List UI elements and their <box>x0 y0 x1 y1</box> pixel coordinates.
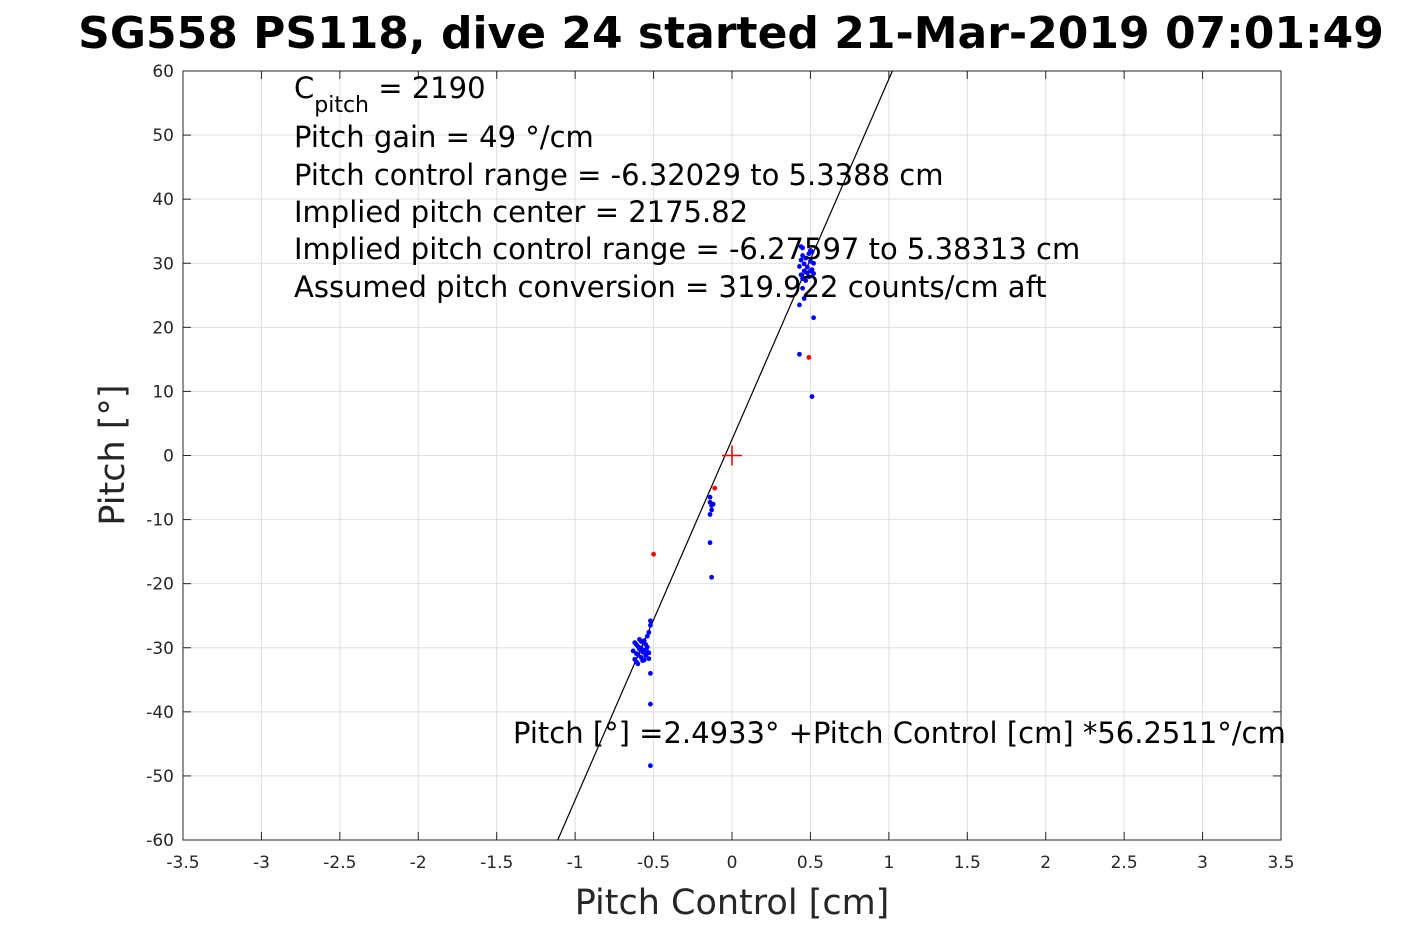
x-tick-label: -2.5 <box>323 853 356 873</box>
y-axis-label: Pitch [°] <box>93 384 133 525</box>
y-tick-labels: 60 50 40 30 20 10 0 -10 -20 -30 -40 -50 -60 <box>146 62 174 851</box>
data-point <box>811 315 816 321</box>
x-tick-label: 2 <box>1040 853 1051 873</box>
data-point <box>651 551 656 557</box>
x-tick-label: -0.5 <box>637 853 670 873</box>
x-tick-label: 1 <box>883 853 894 873</box>
grid-lines <box>182 70 1282 841</box>
annotation-conversion: Assumed pitch conversion = 319.922 count… <box>294 270 1047 304</box>
y-tick-label: 40 <box>152 190 174 210</box>
y-tick-label: -50 <box>146 767 174 787</box>
data-point <box>646 650 652 656</box>
data-point <box>809 267 815 273</box>
center-marker-group <box>722 445 742 466</box>
data-point <box>709 574 715 580</box>
data-point <box>638 638 644 644</box>
x-tick-label: 2.5 <box>1111 853 1138 873</box>
data-point <box>806 274 812 280</box>
data-point <box>798 257 804 263</box>
data-point <box>809 394 815 399</box>
x-tick-label: 3 <box>1197 853 1208 873</box>
data-point <box>800 245 805 251</box>
data-point <box>806 355 812 360</box>
annotation-implied-center: Implied pitch center = 2175.82 <box>294 195 748 229</box>
data-point <box>648 618 653 624</box>
x-tick-label: -3.5 <box>166 853 199 873</box>
c-pitch-subscript: pitch <box>314 93 369 118</box>
x-tick-label: 1.5 <box>954 853 981 873</box>
data-point <box>644 644 650 650</box>
y-tick-label: 0 <box>163 447 174 467</box>
data-point <box>801 296 807 301</box>
chart-title: SG558 PS118, dive 24 started 21-Mar-2019… <box>78 8 1384 59</box>
annotation-c-pitch: Cpitch = 2190 <box>294 71 486 118</box>
annotation-fit-equation: Pitch [°] =2.4933° +Pitch Control [cm] *… <box>513 716 1286 750</box>
data-point <box>803 255 809 261</box>
data-point <box>648 763 653 769</box>
data-point <box>648 701 653 707</box>
x-tick-label: -3 <box>253 853 270 873</box>
y-tick-label: -30 <box>146 639 174 659</box>
data-point <box>646 629 652 635</box>
data-point <box>707 540 713 546</box>
y-tick-label: 30 <box>152 254 174 274</box>
x-tick-label: 0.5 <box>797 853 824 873</box>
data-point <box>633 642 639 647</box>
data-point <box>800 285 805 291</box>
data-point <box>646 656 652 662</box>
data-point <box>811 260 816 266</box>
y-tick-label: 10 <box>152 382 174 402</box>
y-tick-label: 50 <box>152 126 174 146</box>
data-point <box>641 657 647 663</box>
data-point <box>803 278 809 283</box>
c-pitch-symbol: C <box>294 71 314 105</box>
c-pitch-value: = 2190 <box>369 71 486 105</box>
x-tick-label: 0 <box>727 853 738 873</box>
y-tick-label: -10 <box>146 511 174 531</box>
y-tick-label: -20 <box>146 575 174 595</box>
data-point <box>797 351 802 357</box>
annotation-implied-range: Implied pitch control range = -6.27597 t… <box>294 232 1080 266</box>
data-point <box>644 633 650 639</box>
data-point <box>648 670 653 676</box>
data-point <box>797 302 802 308</box>
data-point <box>801 261 807 267</box>
annotation-pitch-control-range: Pitch control range = -6.32029 to 5.3388… <box>294 158 943 192</box>
y-tick-label: 60 <box>152 62 174 82</box>
data-point <box>808 248 813 253</box>
data-point <box>640 649 645 655</box>
data-point <box>811 271 816 276</box>
data-point <box>707 512 713 517</box>
data-point <box>712 485 718 491</box>
data-point <box>710 501 716 507</box>
y-tick-label: 20 <box>152 318 174 338</box>
data-point <box>707 494 713 500</box>
data-point <box>648 622 653 628</box>
x-tick-labels: -3.5 -3 -2.5 -2 -1.5 -1 -0.5 0 0.5 1 1.5 2 2.5 3 3.5 <box>166 853 1294 873</box>
x-tick-label: -2 <box>410 853 427 873</box>
annotation-pitch-gain: Pitch gain = 49 °/cm <box>294 120 594 154</box>
x-tick-label: -1 <box>567 853 584 873</box>
data-point <box>635 661 641 667</box>
data-point <box>797 264 802 269</box>
x-tick-label: -1.5 <box>480 853 513 873</box>
data-points <box>630 244 816 769</box>
data-point <box>798 272 804 278</box>
axis-ticks <box>182 70 1282 841</box>
y-tick-label: -40 <box>146 703 174 723</box>
y-tick-label: -60 <box>146 831 174 851</box>
x-axis-label: Pitch Control [cm] <box>575 883 890 923</box>
data-point <box>709 507 715 513</box>
x-tick-label: 3.5 <box>1267 853 1294 873</box>
data-point <box>804 264 810 270</box>
